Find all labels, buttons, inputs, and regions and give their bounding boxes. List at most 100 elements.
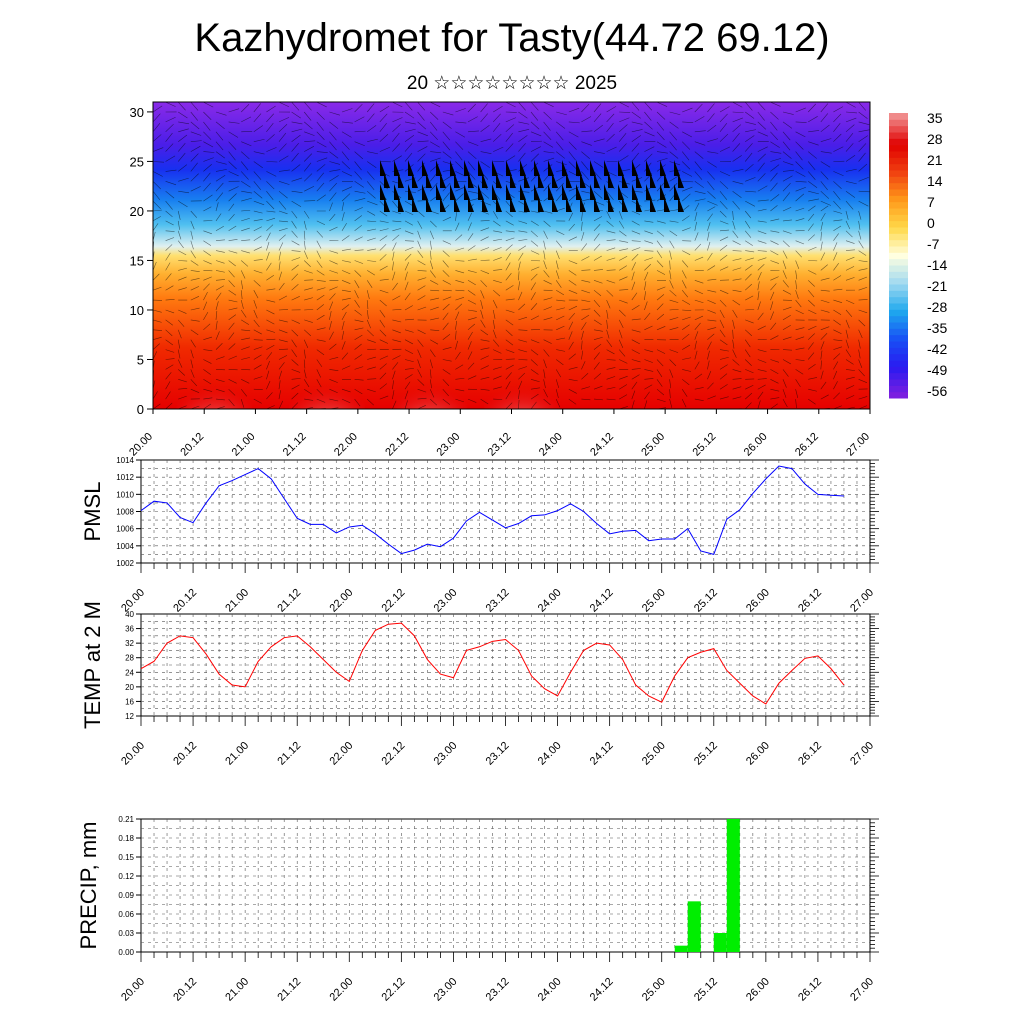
precip-x-tick-label: 22.00	[327, 976, 355, 1004]
temp-x-tick-label: 21.00	[223, 740, 251, 768]
temp-bottom-ticks	[140, 716, 871, 726]
colorbar-label: -49	[927, 362, 947, 378]
colorbar-label: 0	[927, 215, 935, 231]
temp-x-tick-label: 24.00	[536, 740, 564, 768]
temp-x-tick-label: 21.12	[275, 740, 303, 768]
pmsl-x-tick-label: 23.00	[432, 587, 460, 615]
precip-y-tick-label: 0.03	[118, 929, 134, 938]
precip-y-tick-label: 0.12	[118, 872, 134, 881]
precip-y-tick-label: 0.00	[118, 948, 134, 957]
temp-x-tick-label: 22.00	[327, 740, 355, 768]
colorbar: 35 28 21 14 7 0 -7 -14 -21 -28 -35 -42 -49 -56	[889, 110, 947, 399]
temp-y-tick-label: 16	[125, 697, 134, 706]
temp-x-tick-label: 26.00	[744, 740, 772, 768]
heatmap-y-tick-label: 30	[130, 105, 144, 120]
precip-right-ticks	[870, 818, 879, 953]
temp-x-tick-label: 26.12	[796, 740, 824, 768]
precip-x-tick-label: 24.12	[588, 976, 616, 1004]
temp-x-tick-label: 25.00	[640, 740, 668, 768]
jet-barbs	[380, 160, 684, 212]
temp-x-tick-label: 23.12	[484, 740, 512, 768]
temp-x-tick-label: 25.12	[692, 740, 720, 768]
heatmap-y-tick-label: 20	[130, 204, 144, 219]
precip-x-tick-label: 26.00	[744, 976, 772, 1004]
pmsl-bottom-ticks	[140, 563, 871, 573]
precip-x-tick-label: 24.00	[536, 976, 564, 1004]
temp-y-tick-label: 12	[125, 712, 134, 721]
heatmap-x-tick-label: 22.12	[383, 431, 411, 459]
temp-y-tick-label: 40	[125, 610, 134, 619]
precip-grid	[141, 819, 870, 952]
heatmap-x-tick-label: 23.12	[486, 431, 514, 459]
pmsl-x-tick-label: 24.00	[536, 587, 564, 615]
temp-x-tick-label: 24.12	[588, 740, 616, 768]
pmsl-x-tick-label: 22.12	[380, 587, 408, 615]
precip-x-tick-label: 27.00	[848, 976, 876, 1004]
precip-y-tick-label: 0.21	[118, 815, 134, 824]
pmsl-y-tick-label: 1002	[116, 559, 134, 568]
pmsl-y-tick-label: 1012	[116, 473, 134, 482]
precip-bar-4	[726, 819, 740, 952]
precip-x-tick-label: 23.00	[432, 976, 460, 1004]
heatmap-x-tick-label: 25.12	[691, 431, 719, 459]
precip-bar-1	[674, 945, 688, 952]
heatmap-x-tick-label: 23.00	[434, 431, 462, 459]
pmsl-x-tick-label: 23.12	[484, 587, 512, 615]
colorbar-label: -14	[927, 257, 947, 273]
temp-y-tick-label: 20	[125, 683, 134, 692]
pmsl-series-line	[140, 465, 844, 556]
precip-x-tick-label: 23.12	[484, 976, 512, 1004]
pmsl-x-tick-label: 26.00	[744, 587, 772, 615]
warm-core-1	[176, 365, 253, 409]
colorbar-label: -28	[927, 299, 947, 315]
pmsl-x-tick-label: 25.00	[640, 587, 668, 615]
heatmap-field	[153, 102, 870, 409]
precip-x-tick-label: 25.00	[640, 976, 668, 1004]
precip-y-tick-label: 0.18	[118, 834, 134, 843]
precip-y-tick-label: 0.15	[118, 853, 134, 862]
precip-bottom-ticks	[140, 952, 871, 962]
pmsl-x-tick-label: 20.12	[171, 587, 199, 615]
pmsl-y-tick-label: 1010	[116, 490, 134, 499]
temp-grid	[141, 614, 870, 716]
precip-x-tick-label: 20.12	[171, 976, 199, 1004]
wind-vectors	[153, 102, 870, 409]
pmsl-y-tick-label: 1014	[116, 456, 134, 465]
colorbar-label: 28	[927, 131, 943, 147]
pmsl-y-tick-label: 1006	[116, 525, 134, 534]
temp-x-tick-label: 20.12	[171, 740, 199, 768]
pmsl-x-tick-label: 21.00	[223, 587, 251, 615]
colorbar-label: 7	[927, 194, 935, 210]
heatmap-y-tick-label: 25	[130, 154, 144, 169]
heatmap-x-tick-label: 22.00	[332, 431, 360, 459]
pmsl-y-label: PMSL	[80, 482, 105, 542]
colorbar-label: -35	[927, 320, 947, 336]
colorbar-label: 35	[927, 110, 943, 126]
precip-y-label: PRECIP, mm	[76, 822, 101, 950]
temp-y-tick-label: 36	[125, 625, 134, 634]
heatmap-x-tick-label: 24.12	[588, 431, 616, 459]
pmsl-y-tick-label: 1008	[116, 508, 134, 517]
temp-x-tick-label: 23.00	[432, 740, 460, 768]
precip-y-tick-label: 0.09	[118, 891, 134, 900]
precip-x-tick-label: 26.12	[796, 976, 824, 1004]
precip-x-tick-label: 22.12	[380, 976, 408, 1004]
pmsl-x-tick-label: 21.12	[275, 587, 303, 615]
colorbar-label: -21	[927, 278, 947, 294]
temp-y-tick-label: 32	[125, 639, 134, 648]
warm-core-4	[483, 365, 560, 409]
heatmap-x-tick-label: 20.00	[127, 431, 155, 459]
heatmap-x-tick-label: 24.00	[537, 431, 565, 459]
page-subtitle: 20 ☆☆☆☆☆☆☆☆ 2025	[406, 73, 618, 94]
colorbar-label: 21	[927, 152, 943, 168]
pmsl-grid	[141, 460, 870, 563]
temp-x-tick-label: 27.00	[848, 740, 876, 768]
temperature-field	[153, 102, 870, 409]
pmsl-right-ticks	[870, 459, 879, 564]
pmsl-x-tick-label: 26.12	[796, 587, 824, 615]
pmsl-x-tick-label: 27.00	[848, 587, 876, 615]
precip-x-tick-label: 25.12	[692, 976, 720, 1004]
heatmap-x-tick-label: 26.00	[742, 431, 770, 459]
heatmap-y-tick-label: 0	[137, 402, 144, 417]
